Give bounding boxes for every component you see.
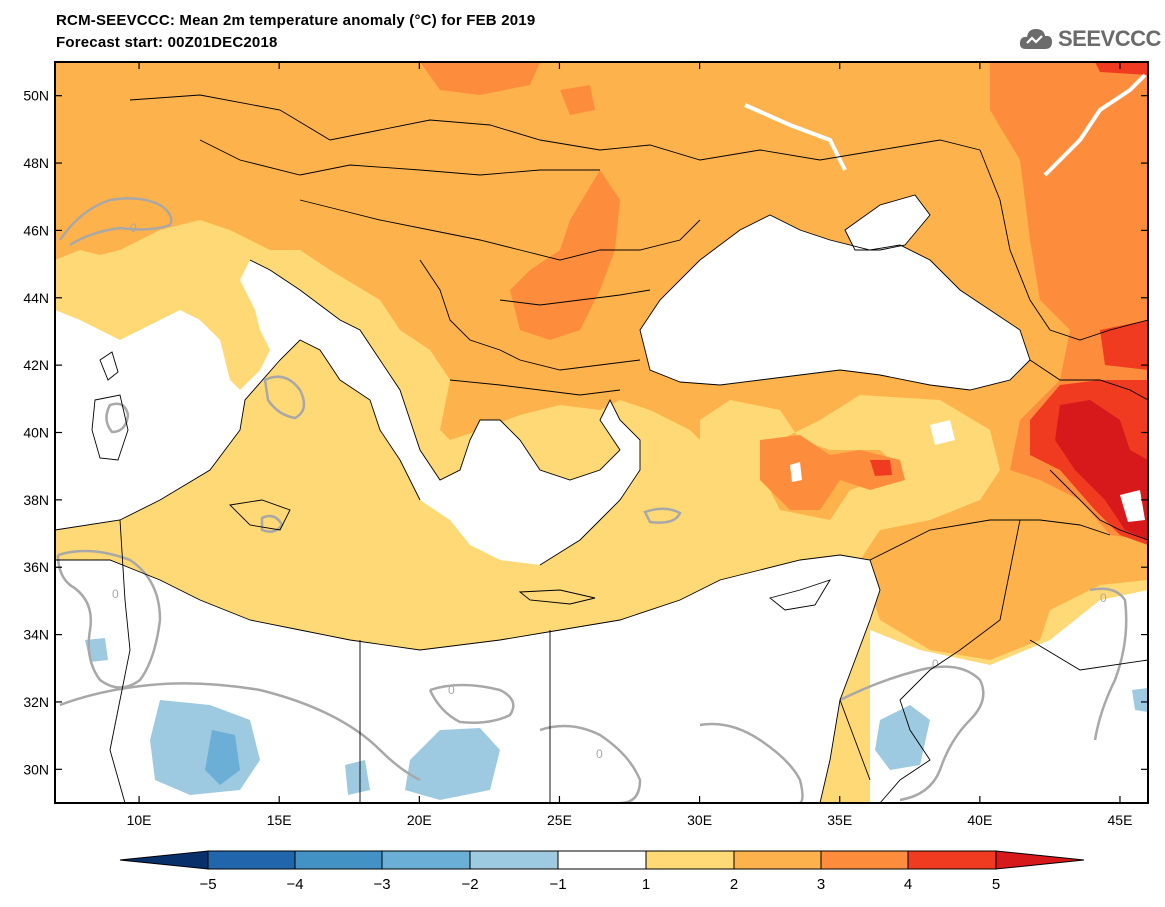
anomaly-fill-3-4	[560, 85, 595, 115]
zero-contour-label: 0	[112, 587, 119, 601]
zero-contour-label: 0	[932, 657, 939, 671]
colorbar-level-label: −5	[199, 876, 216, 893]
lat-tick-label: 46N	[23, 222, 49, 238]
anomaly-fill-3-4	[510, 170, 620, 340]
lon-tick-label: 20E	[407, 812, 432, 828]
lon-tick-label: 35E	[827, 812, 852, 828]
lon-tick-label: 40E	[967, 812, 992, 828]
axis-ticks: 50N 48N 46N 44N 42N 40N 38N 36N 34N 32N 30N 10E 15E 2…	[23, 62, 1148, 828]
colorbar-segment	[294, 850, 383, 870]
zero-contour-label: 0	[596, 747, 603, 761]
colorbar-level-label: 2	[730, 876, 738, 893]
lat-tick-label: 34N	[23, 627, 49, 643]
colorbar-level-label: −2	[461, 876, 478, 893]
colorbar-level-label: 4	[904, 876, 912, 893]
water-black-sea	[640, 215, 1030, 390]
colorbar	[119, 850, 1085, 870]
logo-text: SEEVCCC	[1058, 26, 1161, 51]
lat-tick-label: 38N	[23, 492, 49, 508]
anomaly-fill-3-4	[420, 62, 540, 95]
water-reservoir	[1043, 73, 1147, 177]
water-lake	[930, 420, 955, 445]
colorbar-segment	[207, 850, 296, 870]
anomaly-fill-neg-1-2	[345, 760, 370, 795]
zero-contour-label: 0	[448, 683, 455, 697]
cloud-icon	[1019, 29, 1052, 49]
seevccc-logo: SEEVCCC	[1018, 24, 1161, 54]
colorbar-min-arrow	[119, 850, 209, 870]
water-lake	[790, 462, 802, 482]
colorbar-segment	[733, 850, 822, 870]
lon-tick-label: 10E	[127, 812, 152, 828]
lat-tick-label: 32N	[23, 694, 49, 710]
lon-tick-label: 30E	[687, 812, 712, 828]
coastlines-and-borders	[55, 94, 1148, 803]
map-title: RCM-SEEVCCC: Mean 2m temperature anomaly…	[56, 12, 536, 29]
lon-tick-label: 25E	[547, 812, 572, 828]
anomaly-fill-4-5	[1100, 320, 1148, 370]
lon-tick-label: 15E	[267, 812, 292, 828]
map-plot-area: 0 0 0 0 0 0	[55, 62, 1148, 803]
colorbar-segment	[469, 850, 559, 870]
lat-tick-label: 30N	[23, 761, 49, 777]
water-azov-sea	[845, 195, 930, 250]
colorbar-segment	[557, 850, 647, 870]
zero-contour-label: 0	[130, 221, 137, 235]
lon-tick-label: 45E	[1108, 812, 1133, 828]
anomaly-fill-neg-2-3	[205, 730, 240, 785]
colorbar-level-label: 5	[992, 876, 1000, 893]
colorbar-max-arrow	[995, 850, 1085, 870]
anomaly-fill-neg-1-2	[875, 705, 930, 770]
colorbar-level-label: −1	[549, 876, 566, 893]
anomaly-fill-neg-1-2	[405, 728, 500, 800]
colorbar-level-label: −3	[373, 876, 390, 893]
anomaly-fill-neg-1-2	[1132, 688, 1148, 712]
colorbar-segment	[907, 850, 997, 870]
colorbar-level-label: −4	[286, 876, 303, 893]
lat-tick-label: 48N	[23, 155, 49, 171]
colorbar-segment	[820, 850, 909, 870]
lat-tick-label: 42N	[23, 357, 49, 373]
zero-contour-label: 0	[1100, 591, 1107, 605]
water-lake	[1120, 490, 1145, 522]
map-subtitle: Forecast start: 00Z01DEC2018	[56, 34, 278, 51]
lat-tick-label: 50N	[23, 88, 49, 104]
anomaly-fill-3-4	[760, 435, 905, 510]
lat-tick-label: 40N	[23, 425, 49, 441]
lat-tick-label: 44N	[23, 290, 49, 306]
colorbar-level-label: 1	[642, 876, 650, 893]
anomaly-fill-4-5	[1095, 62, 1148, 75]
water-reservoir	[744, 103, 847, 171]
anomaly-fill-4-5	[870, 460, 892, 476]
near-zero-north-africa	[870, 590, 1148, 803]
colorbar-segment	[381, 850, 471, 870]
lat-tick-label: 36N	[23, 559, 49, 575]
water-mediterranean	[55, 260, 880, 803]
colorbar-labels: −5 −4 −3 −2 −1 1 2 3 4 5	[199, 876, 1000, 893]
colorbar-segment	[645, 850, 735, 870]
zero-contour-lines	[56, 197, 1128, 803]
colorbar-level-label: 3	[817, 876, 825, 893]
